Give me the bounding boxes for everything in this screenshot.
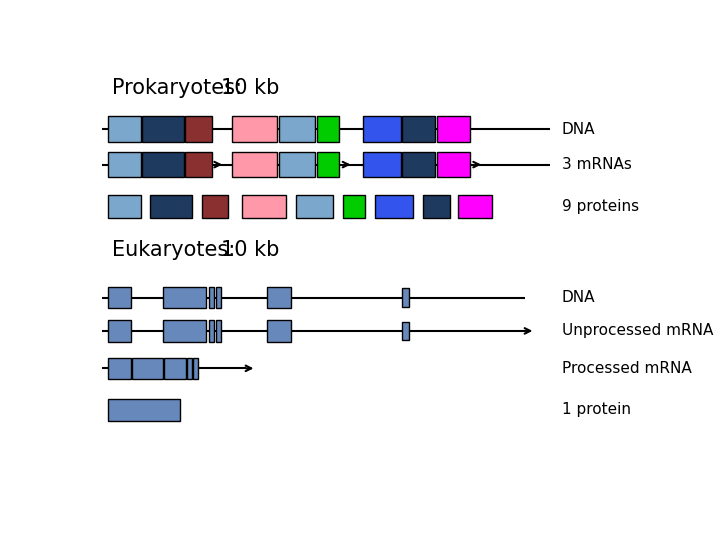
Bar xyxy=(142,152,184,178)
Text: 1 protein: 1 protein xyxy=(562,402,631,417)
Text: Prokaryotes:: Prokaryotes: xyxy=(112,78,243,98)
Bar xyxy=(163,357,186,379)
Bar xyxy=(279,116,315,142)
Bar xyxy=(132,357,163,379)
Bar xyxy=(193,357,198,379)
Bar xyxy=(436,116,470,142)
Text: Processed mRNA: Processed mRNA xyxy=(562,361,691,376)
Bar xyxy=(108,152,141,178)
Bar xyxy=(279,152,315,178)
Bar xyxy=(436,152,470,178)
Bar xyxy=(297,195,333,218)
Bar xyxy=(402,322,409,340)
Bar xyxy=(343,195,365,218)
Text: DNA: DNA xyxy=(562,122,595,137)
Bar xyxy=(108,399,181,421)
Bar xyxy=(364,116,401,142)
Bar xyxy=(108,287,131,308)
Bar xyxy=(185,116,212,142)
Bar xyxy=(402,152,435,178)
Bar xyxy=(108,357,131,379)
Bar xyxy=(364,152,401,178)
Bar xyxy=(163,287,206,308)
Bar xyxy=(108,320,131,342)
Text: Eukaryotes:: Eukaryotes: xyxy=(112,240,235,260)
Bar xyxy=(108,195,141,218)
Text: 9 proteins: 9 proteins xyxy=(562,199,639,214)
Bar xyxy=(202,195,228,218)
Bar xyxy=(209,287,214,308)
Bar xyxy=(215,320,220,342)
Bar xyxy=(209,320,214,342)
Bar xyxy=(215,287,220,308)
Text: DNA: DNA xyxy=(562,290,595,305)
Bar xyxy=(185,152,212,178)
Bar xyxy=(150,195,192,218)
Bar xyxy=(423,195,451,218)
Bar xyxy=(267,287,291,308)
Text: Unprocessed mRNA: Unprocessed mRNA xyxy=(562,323,713,339)
Bar xyxy=(374,195,413,218)
Bar xyxy=(233,116,277,142)
Bar xyxy=(459,195,492,218)
Bar xyxy=(242,195,287,218)
Bar xyxy=(233,152,277,178)
Bar xyxy=(108,116,141,142)
Bar xyxy=(402,288,409,307)
Bar xyxy=(187,357,192,379)
Bar xyxy=(142,116,184,142)
Text: 3 mRNAs: 3 mRNAs xyxy=(562,157,631,172)
Bar xyxy=(163,320,206,342)
Bar xyxy=(267,320,291,342)
Bar xyxy=(317,152,339,178)
Text: 10 kb: 10 kb xyxy=(221,240,279,260)
Bar xyxy=(402,116,435,142)
Text: 10 kb: 10 kb xyxy=(221,78,279,98)
Bar xyxy=(317,116,339,142)
